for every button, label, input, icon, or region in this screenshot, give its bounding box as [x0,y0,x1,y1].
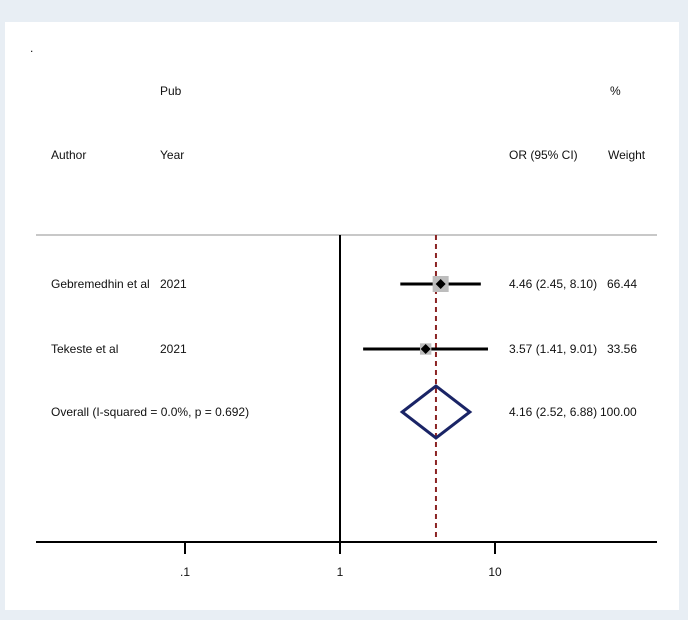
overall-weight-text: 100.00 [600,405,637,419]
header-year: Year [160,148,184,162]
corner-dot-marker: . [30,41,33,55]
study-author-label: Tekeste et al [51,342,118,356]
header-author: Author [51,148,86,162]
plot-marks [339,235,488,542]
study-point-estimate [420,344,431,354]
x-axis-tick-label: 1 [337,565,344,579]
study-weight-text: 33.56 [607,342,637,356]
header-or-ci: OR (95% CI) [509,148,578,162]
study-point-estimate [435,279,446,289]
x-axis-tick-label: 10 [488,565,502,579]
study-year-label: 2021 [160,342,187,356]
plot-panel [5,22,679,610]
study-year-label: 2021 [160,277,187,291]
overall-diamond [399,384,473,440]
study-ci-text: 4.46 (2.45, 8.10) [509,277,597,291]
x-axis-ticks: .1 1 10 [180,542,502,579]
study-author-label: Gebremedhin et al [51,277,150,291]
header-percent: % [610,84,621,98]
overall-ci-text: 4.16 (2.52, 6.88) [509,405,597,419]
study-weight-text: 66.44 [607,277,637,291]
study-ci-text: 3.57 (1.41, 9.01) [509,342,597,356]
header-pub: Pub [160,84,182,98]
overall-label: Overall (I-squared = 0.0%, p = 0.692) [51,405,249,419]
header-weight: Weight [608,148,646,162]
x-axis-tick-label: .1 [180,565,190,579]
study-rows: Gebremedhin et al 2021 4.46 (2.45, 8.10) 66… [51,277,637,419]
